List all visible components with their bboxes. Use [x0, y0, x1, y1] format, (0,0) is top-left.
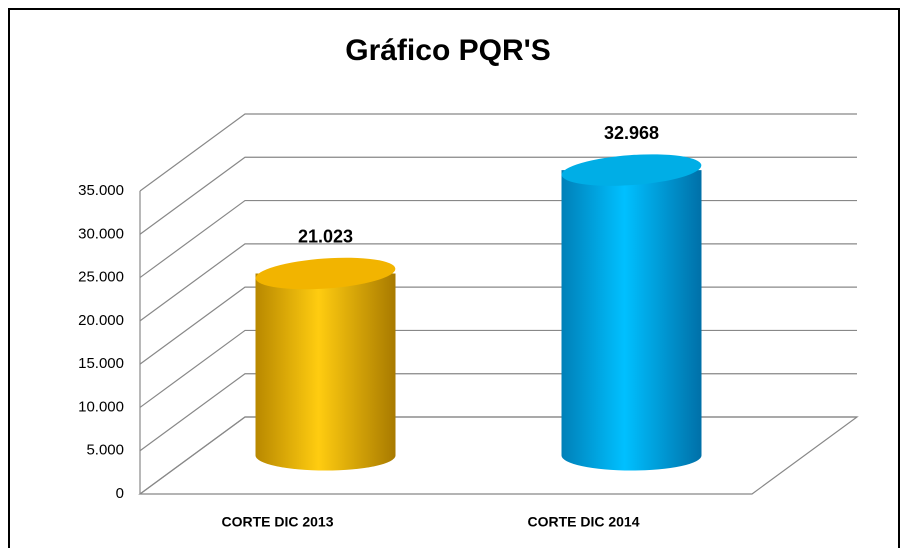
value-label: 21.023: [298, 226, 353, 246]
chart-title: Gráfico PQR'S: [345, 34, 551, 67]
y-tick-label: 10.000: [78, 398, 124, 415]
frame: [8, 8, 900, 548]
y-tick-label: 20.000: [78, 312, 124, 329]
value-label: 32.968: [604, 123, 659, 143]
cylinder-top: [255, 257, 396, 290]
cylinder-body: [255, 273, 396, 471]
x-tick-label: CORTE DIC 2014: [527, 514, 639, 530]
y-tick-label: 0: [116, 485, 124, 502]
y-tick-label: 15.000: [78, 355, 124, 372]
cylinder: [561, 154, 702, 471]
y-tick-label: 35.000: [78, 182, 124, 199]
cylinder-body: [561, 170, 702, 471]
y-tick-label: 5.000: [86, 442, 124, 459]
y-tick-label: 25.000: [78, 269, 124, 286]
cylinder-top: [561, 154, 702, 186]
cylinder: [255, 257, 396, 471]
x-tick-label: CORTE DIC 2013: [221, 514, 333, 530]
grid-line: [139, 113, 857, 192]
y-tick-label: 30.000: [78, 225, 124, 242]
